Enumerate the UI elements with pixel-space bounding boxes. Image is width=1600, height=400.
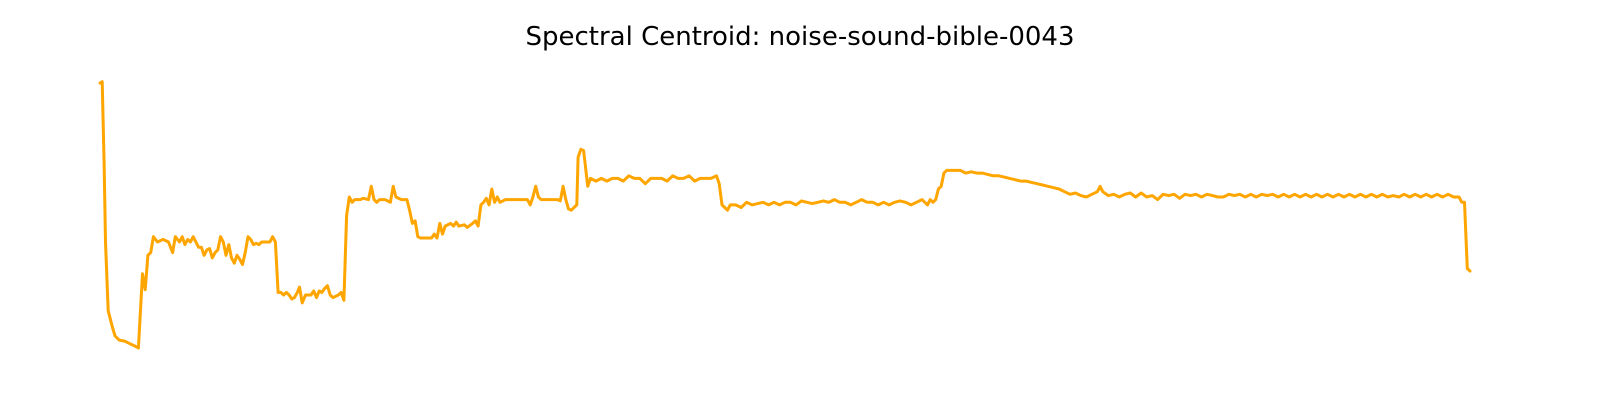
series-line-0 xyxy=(98,80,1472,350)
chart-title: Spectral Centroid: noise-sound-bible-004… xyxy=(525,22,1075,52)
